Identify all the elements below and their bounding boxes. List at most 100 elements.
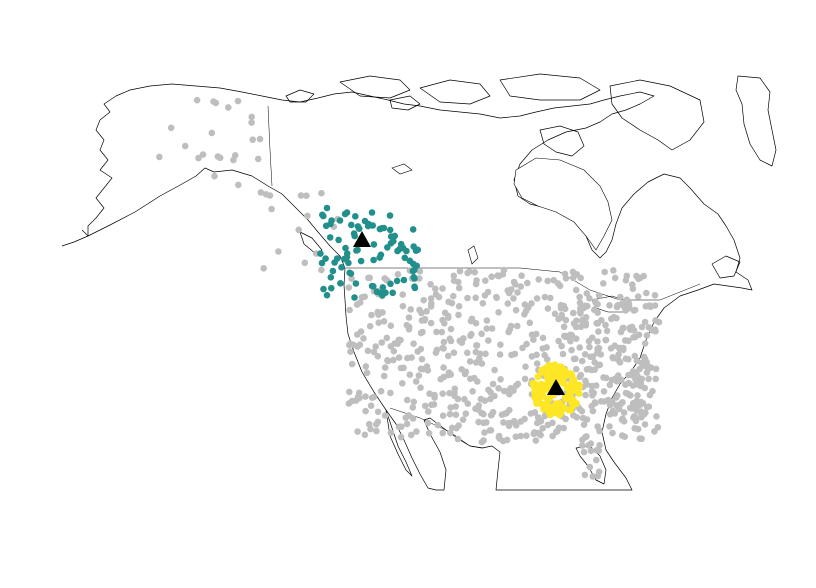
background-point (577, 371, 585, 379)
background-point (412, 378, 420, 385)
cluster-north-point (348, 221, 355, 229)
background-point (193, 96, 201, 104)
background-point (593, 456, 600, 464)
background-point (531, 409, 539, 416)
cluster-south-point (557, 363, 565, 371)
background-point (596, 442, 603, 449)
background-point (167, 124, 175, 132)
background-point (576, 293, 583, 301)
background-point (421, 402, 429, 410)
background-point (482, 350, 489, 358)
cluster-north-point (338, 264, 345, 271)
background-point (499, 271, 507, 278)
border-alaska-canada (267, 105, 273, 187)
background-point (474, 378, 481, 385)
cluster-north-point (410, 273, 418, 281)
background-point (438, 328, 446, 336)
background-point (594, 338, 601, 345)
background-point (544, 277, 551, 285)
background-point (517, 432, 524, 440)
background-point (433, 328, 440, 336)
background-point (522, 363, 529, 371)
background-point (595, 328, 602, 335)
background-point (578, 407, 586, 415)
background-point (407, 306, 415, 313)
background-point (485, 337, 492, 344)
arctic-island-4 (609, 79, 705, 151)
background-point (467, 332, 474, 340)
cluster-north-point (326, 234, 334, 241)
background-point (416, 275, 423, 282)
background-point (472, 359, 480, 366)
background-point (619, 399, 626, 406)
background-point (613, 314, 620, 322)
background-point (596, 427, 603, 435)
background-point (562, 415, 569, 423)
background-point (603, 327, 611, 335)
background-point (348, 275, 355, 283)
background-point (477, 350, 484, 358)
background-point (403, 420, 411, 428)
cluster-north-point (373, 288, 381, 296)
cluster-north-point (333, 255, 341, 262)
cluster-north-point (343, 250, 351, 257)
background-point (366, 274, 374, 282)
background-point (437, 375, 445, 383)
background-point (397, 364, 405, 372)
vancouver-island (299, 231, 323, 255)
background-point (427, 319, 435, 327)
background-point (448, 424, 456, 432)
background-point (413, 428, 420, 435)
background-point (531, 429, 538, 436)
background-point (597, 398, 605, 405)
cluster-north-point (406, 257, 414, 265)
background-point (541, 293, 549, 301)
background-point (475, 402, 483, 409)
background-point (430, 401, 438, 408)
background-point (570, 309, 577, 317)
background-point (478, 330, 485, 338)
background-point (498, 411, 506, 419)
background-point (452, 411, 460, 419)
background-point (374, 408, 382, 416)
background-point (643, 289, 650, 297)
background-point (374, 352, 382, 360)
background-point (446, 335, 454, 343)
background-point (479, 300, 487, 307)
background-point (444, 312, 452, 320)
background-point (260, 265, 268, 272)
background-point (488, 411, 496, 419)
background-point (397, 433, 405, 441)
cluster-north-point (323, 291, 331, 299)
background-point (361, 293, 369, 301)
background-point (544, 421, 552, 429)
background-point (514, 289, 521, 296)
background-point (234, 97, 242, 105)
background-point (409, 404, 417, 411)
background-point (629, 281, 636, 288)
background-point (488, 273, 495, 281)
background-point (346, 306, 353, 314)
background-point (378, 339, 386, 346)
marker-north (353, 231, 371, 247)
alaska-peninsula (61, 229, 89, 247)
background-point (373, 427, 380, 435)
background-point (544, 305, 552, 312)
background-point (345, 400, 353, 407)
background-point (235, 181, 242, 189)
cluster-south-point (530, 383, 538, 391)
background-point (570, 412, 577, 419)
background-point (512, 422, 520, 429)
background-point (572, 286, 580, 294)
background-point (348, 360, 356, 368)
cluster-north-point (370, 241, 378, 248)
background-point (635, 331, 643, 339)
background-point (617, 293, 624, 301)
background-point (447, 429, 454, 437)
background-point (405, 314, 413, 321)
background-point (588, 388, 596, 395)
background-point (510, 278, 518, 286)
background-point (521, 311, 528, 318)
background-point (423, 363, 431, 370)
background-point (390, 347, 398, 355)
